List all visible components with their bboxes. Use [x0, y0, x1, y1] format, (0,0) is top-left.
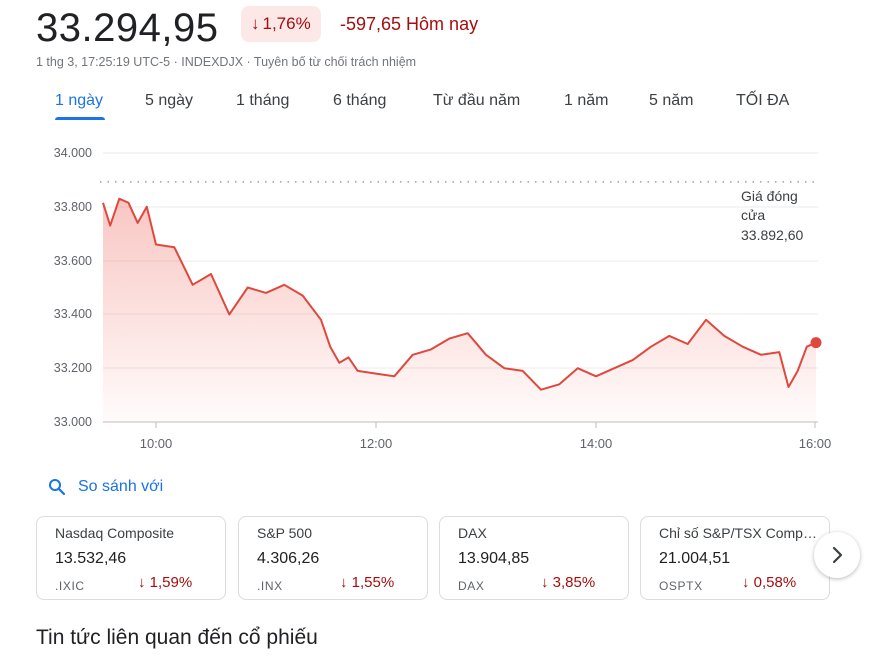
x-tick-label: 16:00	[799, 436, 832, 451]
y-tick-label: 33.200	[54, 361, 92, 375]
card-symbol: DAX	[458, 579, 485, 593]
card-name: DAX	[458, 525, 487, 541]
y-tick-label: 33.800	[54, 200, 92, 214]
active-tab-indicator	[55, 117, 105, 120]
y-tick-label: 34.000	[54, 146, 92, 160]
quote-meta[interactable]: 1 thg 3, 17:25:19 UTC-5 · INDEXDJX · Tuy…	[36, 55, 417, 69]
x-tick-label: 10:00	[140, 436, 173, 451]
change-percent-badge: ↓ 1,76%	[241, 6, 321, 42]
compare-card-nasdaq[interactable]: Nasdaq Composite 13.532,46 .IXIC ↓ 1,59%	[36, 516, 226, 600]
previous-close-label: cửa	[741, 207, 765, 223]
price-line	[102, 197, 817, 391]
x-tick-labels: 10:00 12:00 14:00 16:00	[140, 436, 832, 451]
card-change: ↓ 1,55%	[340, 574, 394, 591]
x-ticks	[155, 422, 816, 428]
x-tick-label: 12:00	[360, 436, 393, 451]
tab-1-day[interactable]: 1 ngày	[55, 92, 104, 109]
compare-card-sp500[interactable]: S&P 500 4.306,26 .INX ↓ 1,55%	[238, 516, 428, 600]
down-arrow-icon: ↓	[251, 14, 260, 33]
price-area-fill	[103, 198, 816, 422]
y-tick-label: 33.400	[54, 307, 92, 321]
index-price: 33.294,95	[36, 6, 219, 50]
change-absolute: -597,65 Hôm nay	[340, 14, 479, 34]
card-value: 4.306,26	[257, 550, 320, 567]
related-news-title: Tin tức liên quan đến cổ phiếu	[36, 626, 318, 649]
previous-close-annotation: Giá đóng cửa 33.892,60	[741, 188, 803, 243]
card-change-value: 1,59%	[149, 574, 193, 591]
card-change: ↓ 1,59%	[138, 574, 192, 591]
card-value: 13.904,85	[458, 550, 530, 567]
tab-ytd[interactable]: Từ đầu năm	[433, 92, 521, 109]
x-tick-label: 14:00	[580, 436, 613, 451]
card-name: S&P 500	[257, 525, 313, 541]
down-arrow-icon: ↓	[541, 574, 553, 591]
tab-5-years[interactable]: 5 năm	[649, 92, 694, 109]
y-tick-label: 33.000	[54, 415, 92, 429]
compare-card-dax[interactable]: DAX 13.904,85 DAX ↓ 3,85%	[439, 516, 629, 600]
compare-label: So sánh với	[78, 478, 164, 495]
card-name: Nasdaq Composite	[55, 525, 175, 541]
previous-close-value: 33.892,60	[741, 227, 803, 243]
down-arrow-icon: ↓	[742, 574, 754, 591]
card-change-value: 1,55%	[351, 574, 395, 591]
card-change-value: 3,85%	[552, 574, 596, 591]
card-symbol: .IXIC	[55, 579, 85, 593]
y-tick-label: 33.600	[54, 254, 92, 268]
compare-button[interactable]: So sánh với	[48, 478, 163, 496]
tab-6-months[interactable]: 6 tháng	[333, 92, 387, 109]
last-price-dot	[810, 337, 822, 349]
card-name: Chỉ số S&P/TSX Comp…	[659, 525, 817, 541]
change-percent-value: 1,76%	[262, 14, 311, 33]
card-change-value: 0,58%	[753, 574, 797, 591]
down-arrow-icon: ↓	[340, 574, 352, 591]
card-symbol: .INX	[257, 579, 283, 593]
previous-close-label: Giá đóng	[741, 188, 798, 204]
chevron-right-icon	[832, 546, 843, 564]
tab-1-year[interactable]: 1 năm	[564, 92, 609, 109]
y-tick-labels: 34.000 33.800 33.600 33.400 33.200 33.00…	[54, 146, 92, 429]
tab-max[interactable]: TỐI ĐA	[736, 92, 790, 109]
price-chart[interactable]: 34.000 33.800 33.600 33.400 33.200 33.00…	[0, 135, 873, 465]
tab-5-days[interactable]: 5 ngày	[145, 92, 194, 109]
down-arrow-icon: ↓	[138, 574, 150, 591]
card-value: 21.004,51	[659, 550, 731, 567]
card-symbol: OSPTX	[659, 579, 703, 593]
card-change: ↓ 0,58%	[742, 574, 796, 591]
card-value: 13.532,46	[55, 550, 127, 567]
next-cards-button[interactable]	[814, 532, 860, 578]
card-change: ↓ 3,85%	[541, 574, 595, 591]
search-icon	[49, 479, 66, 496]
compare-card-tsx[interactable]: Chỉ số S&P/TSX Comp… 21.004,51 OSPTX ↓ 0…	[640, 516, 830, 600]
tab-1-month[interactable]: 1 tháng	[236, 92, 290, 109]
